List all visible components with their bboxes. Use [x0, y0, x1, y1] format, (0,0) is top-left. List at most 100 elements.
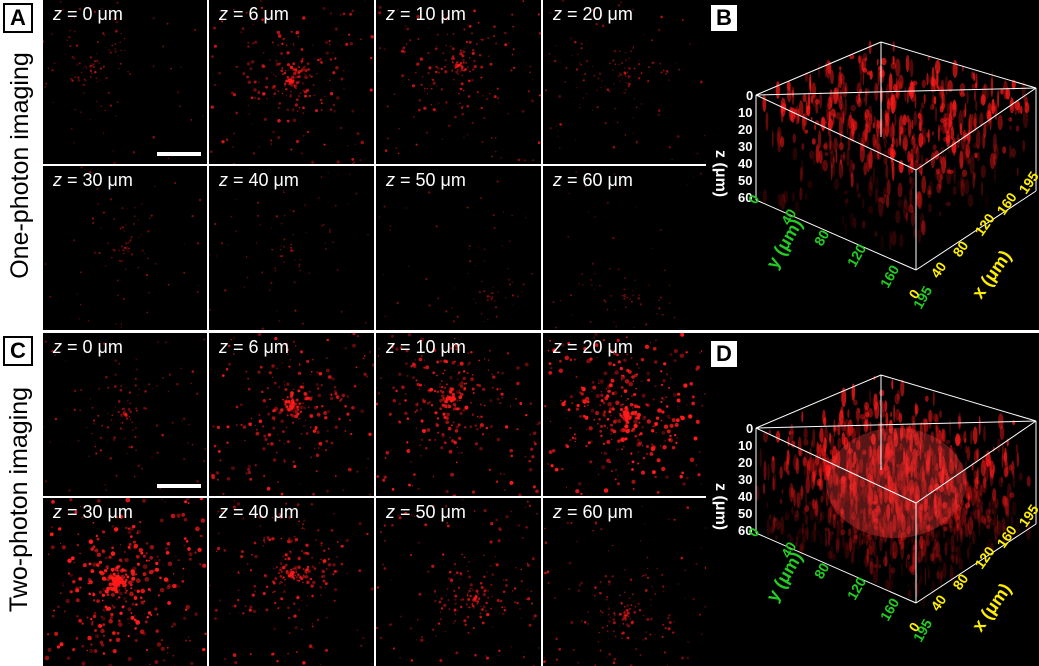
signal-speck [172, 583, 177, 589]
signal-speck [402, 46, 406, 50]
volume-speck [893, 458, 895, 474]
signal-speck [607, 401, 612, 407]
signal-speck [636, 412, 641, 417]
volume-speck [954, 545, 958, 553]
signal-speck [131, 576, 136, 581]
signal-speck [453, 562, 457, 566]
signal-speck [134, 427, 138, 430]
signal-speck [270, 227, 273, 230]
signal-speck [445, 420, 450, 425]
signal-speck [640, 357, 645, 362]
volume-speck [957, 518, 962, 533]
signal-speck [254, 590, 257, 593]
signal-speck [272, 74, 275, 76]
signal-speck [61, 8, 65, 12]
signal-speck [695, 419, 700, 424]
volume-speck [856, 97, 862, 108]
volume-speck [946, 169, 951, 174]
volume-speck [865, 87, 868, 107]
signal-speck [274, 75, 277, 78]
signal-speck [469, 588, 471, 590]
volume-speck [925, 502, 927, 512]
signal-speck [446, 33, 448, 36]
signal-speck [635, 140, 638, 144]
volume-speck [977, 483, 980, 499]
signal-speck [130, 569, 135, 574]
signal-speck [597, 77, 600, 80]
volume-speck [936, 426, 940, 432]
signal-speck [47, 553, 50, 555]
volume-speck [873, 540, 877, 558]
signal-speck [613, 172, 616, 176]
signal-speck [703, 392, 706, 395]
signal-speck [115, 575, 118, 578]
signal-speck [190, 118, 193, 121]
signal-speck [680, 656, 684, 660]
volume-speck [954, 487, 959, 498]
volume-speck [832, 513, 836, 529]
signal-speck [439, 659, 443, 663]
signal-speck [220, 242, 224, 245]
signal-speck [677, 408, 679, 410]
signal-speck [183, 537, 187, 540]
volume-speck [1003, 452, 1007, 462]
signal-speck [660, 296, 662, 299]
volume-speck [938, 446, 943, 451]
signal-speck [637, 62, 641, 66]
volume-speck [912, 230, 916, 241]
volume-speck [910, 460, 913, 478]
signal-speck [54, 631, 59, 636]
volume-speck [795, 457, 800, 475]
volume-speck [936, 565, 943, 585]
volume-speck [793, 515, 800, 522]
volume-speck [926, 132, 930, 138]
signal-speck [458, 87, 461, 90]
signal-speck [71, 79, 74, 82]
signal-speck [306, 573, 308, 575]
signal-speck [698, 613, 701, 616]
signal-speck [537, 141, 541, 144]
signal-speck [123, 428, 125, 430]
signal-speck [600, 465, 606, 470]
signal-speck [573, 358, 576, 361]
signal-speck [529, 433, 532, 436]
volume-speck [820, 511, 825, 521]
signal-speck [528, 623, 532, 627]
signal-speck [80, 111, 82, 114]
signal-speck [159, 518, 164, 523]
signal-speck [71, 556, 73, 559]
signal-speck [513, 587, 517, 590]
signal-speck [279, 255, 283, 258]
signal-speck [195, 392, 199, 395]
signal-speck [414, 515, 416, 517]
signal-speck [129, 238, 132, 241]
signal-speck [113, 218, 115, 220]
volume-speck [867, 524, 872, 533]
volume-speck [939, 513, 944, 526]
signal-speck [380, 377, 382, 379]
volume-speck [838, 517, 844, 537]
volume-speck [814, 521, 817, 532]
signal-speck [499, 528, 502, 532]
signal-speck [183, 544, 186, 547]
signal-speck [574, 437, 577, 440]
volume-speck [859, 414, 865, 420]
volume-speck [818, 130, 822, 149]
signal-speck [459, 102, 461, 104]
signal-speck [93, 60, 96, 63]
depth-label: z = 50 μm [386, 170, 466, 191]
volume-speck [876, 150, 880, 161]
signal-speck [283, 214, 286, 217]
volume-speck [909, 81, 914, 100]
signal-speck [94, 444, 97, 446]
volume-speck [842, 165, 844, 176]
volume-speck [939, 494, 942, 506]
signal-speck [596, 356, 598, 359]
signal-speck [685, 351, 688, 354]
signal-speck [649, 617, 653, 621]
signal-speck [210, 472, 212, 474]
volume-speck [905, 425, 909, 444]
z-tick-label: 10 [738, 105, 752, 120]
signal-speck [415, 427, 417, 429]
signal-speck [397, 152, 400, 155]
